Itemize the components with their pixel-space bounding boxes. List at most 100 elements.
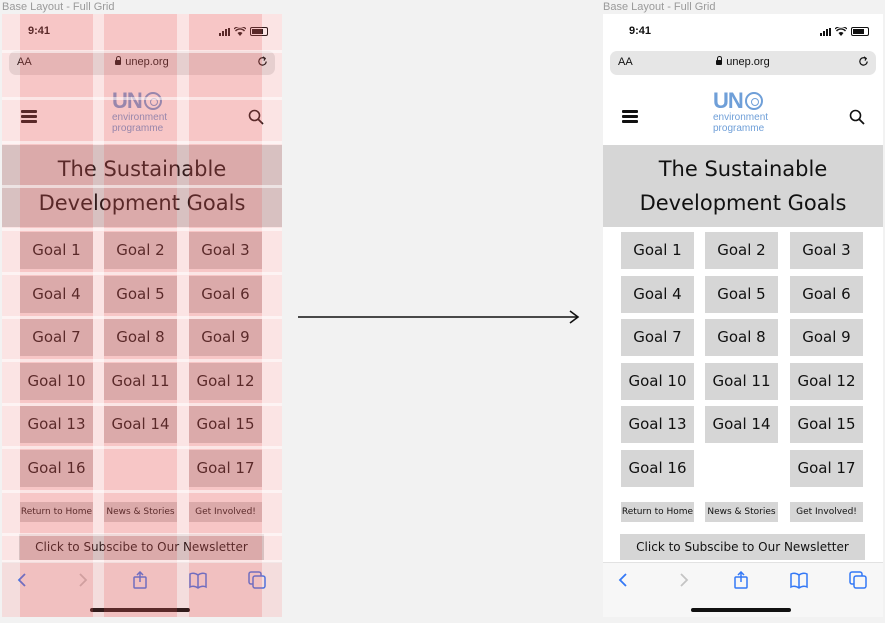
goal-button-8[interactable]: Goal 8	[705, 319, 778, 356]
goal-button-7[interactable]: Goal 7	[621, 319, 694, 356]
logo-line-environment: environment	[713, 112, 769, 123]
logo-un-text: UN	[713, 88, 744, 113]
text-size-label: AA	[618, 56, 633, 68]
goal-button-15[interactable]: Goal 15	[189, 406, 262, 443]
goal-button-12[interactable]: Goal 12	[189, 363, 262, 400]
goal-button-5[interactable]: Goal 5	[104, 276, 177, 313]
logo-line-environment: environment	[112, 112, 168, 123]
reload-icon[interactable]	[257, 56, 268, 67]
phone-frame-with-grid: 9:41 AA unep.org UN environment programm…	[2, 14, 282, 617]
grid-row-gutter	[2, 272, 282, 275]
page-title-line1: The Sustainable	[658, 157, 828, 181]
url-field[interactable]: unep.org	[9, 56, 275, 68]
grid-column-1	[20, 14, 93, 617]
goal-button-9[interactable]: Goal 9	[189, 319, 262, 356]
tabs-icon[interactable]	[849, 571, 867, 589]
back-icon[interactable]	[14, 571, 32, 589]
status-time: 9:41	[28, 25, 51, 37]
goal-button-11[interactable]: Goal 11	[104, 363, 177, 400]
reload-icon[interactable]	[858, 56, 869, 67]
lock-icon	[716, 56, 723, 65]
arrow-right-icon	[298, 310, 580, 324]
goal-button-8[interactable]: Goal 8	[104, 319, 177, 356]
goal-button-1[interactable]: Goal 1	[20, 232, 93, 269]
address-bar[interactable]: AA unep.org	[610, 51, 876, 75]
goal-button-12[interactable]: Goal 12	[790, 363, 863, 400]
un-emblem-icon	[744, 92, 763, 110]
goal-button-2[interactable]: Goal 2	[705, 232, 778, 269]
page-title-line2: Development Goals	[38, 191, 246, 215]
goal-button-2[interactable]: Goal 2	[104, 232, 177, 269]
get-involved-button[interactable]: Get Involved!	[189, 502, 262, 522]
goal-button-3[interactable]: Goal 3	[189, 232, 262, 269]
search-icon[interactable]	[849, 109, 865, 125]
forward-icon[interactable]	[73, 571, 91, 589]
bookmarks-icon[interactable]	[790, 571, 808, 589]
page-title: The Sustainable Development Goals	[603, 145, 883, 227]
hamburger-icon[interactable]	[21, 110, 37, 123]
goal-button-17[interactable]: Goal 17	[790, 450, 863, 487]
return-home-button[interactable]: Return to Home	[20, 502, 93, 522]
home-indicator	[691, 608, 791, 612]
home-indicator	[90, 608, 190, 612]
text-size-button[interactable]: AA	[618, 56, 633, 68]
newsletter-button[interactable]: Click to Subscibe to Our Newsletter	[620, 534, 865, 560]
goal-button-17[interactable]: Goal 17	[189, 450, 262, 487]
goal-button-10[interactable]: Goal 10	[621, 363, 694, 400]
unep-logo[interactable]: UN environment programme	[112, 90, 182, 140]
search-icon[interactable]	[248, 109, 264, 125]
goal-button-13[interactable]: Goal 13	[20, 406, 93, 443]
url-text: unep.org	[726, 56, 770, 68]
status-icons	[219, 27, 268, 36]
goal-button-16[interactable]: Goal 16	[20, 450, 93, 487]
text-size-button[interactable]: AA	[17, 56, 32, 68]
url-text: unep.org	[125, 56, 169, 68]
status-icons	[820, 27, 869, 36]
battery-icon	[851, 27, 869, 36]
signal-icon	[820, 27, 831, 36]
hamburger-icon[interactable]	[622, 110, 638, 123]
newsletter-button[interactable]: Click to Subscibe to Our Newsletter	[19, 534, 264, 560]
goal-button-7[interactable]: Goal 7	[20, 319, 93, 356]
goal-button-14[interactable]: Goal 14	[705, 406, 778, 443]
goal-button-1[interactable]: Goal 1	[621, 232, 694, 269]
address-bar[interactable]: AA unep.org	[9, 51, 275, 75]
unep-logo[interactable]: UN environment programme	[713, 90, 783, 140]
left-frame-label: Base Layout - Full Grid	[2, 1, 115, 13]
goal-button-4[interactable]: Goal 4	[621, 276, 694, 313]
goal-button-10[interactable]: Goal 10	[20, 363, 93, 400]
url-field[interactable]: unep.org	[610, 56, 876, 68]
news-stories-button[interactable]: News & Stories	[705, 502, 778, 522]
share-icon[interactable]	[732, 571, 750, 589]
back-icon[interactable]	[615, 571, 633, 589]
goal-button-6[interactable]: Goal 6	[790, 276, 863, 313]
goal-button-3[interactable]: Goal 3	[790, 232, 863, 269]
goal-button-15[interactable]: Goal 15	[790, 406, 863, 443]
share-icon[interactable]	[131, 571, 149, 589]
goal-button-4[interactable]: Goal 4	[20, 276, 93, 313]
goal-button-9[interactable]: Goal 9	[790, 319, 863, 356]
goal-button-6[interactable]: Goal 6	[189, 276, 262, 313]
news-stories-button[interactable]: News & Stories	[104, 502, 177, 522]
tabs-icon[interactable]	[248, 571, 266, 589]
bookmarks-icon[interactable]	[189, 571, 207, 589]
return-home-button[interactable]: Return to Home	[621, 502, 694, 522]
text-size-label: AA	[17, 56, 32, 68]
battery-icon	[250, 27, 268, 36]
goal-button-16[interactable]: Goal 16	[621, 450, 694, 487]
get-involved-button[interactable]: Get Involved!	[790, 502, 863, 522]
goal-button-11[interactable]: Goal 11	[705, 363, 778, 400]
goal-button-14[interactable]: Goal 14	[104, 406, 177, 443]
logo-un-text: UN	[112, 88, 143, 113]
goal-button-13[interactable]: Goal 13	[621, 406, 694, 443]
status-bar: 9:41	[2, 14, 282, 50]
grid-row-gutter	[2, 359, 282, 362]
browser-toolbar	[2, 562, 282, 617]
forward-icon[interactable]	[674, 571, 692, 589]
status-bar: 9:41	[603, 14, 883, 50]
lock-icon	[115, 56, 122, 65]
goal-button-5[interactable]: Goal 5	[705, 276, 778, 313]
browser-toolbar	[603, 562, 883, 617]
page-title-line1: The Sustainable	[57, 157, 227, 181]
status-time: 9:41	[629, 25, 652, 37]
